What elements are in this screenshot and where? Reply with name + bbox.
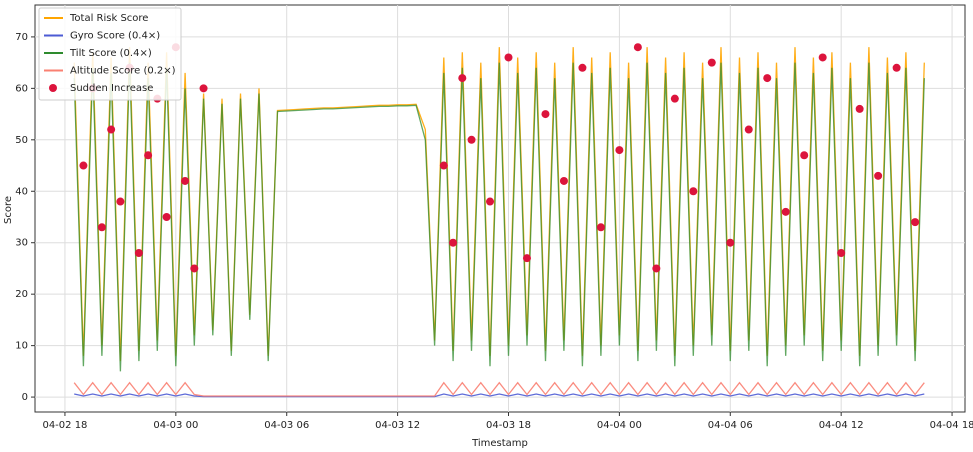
- scatter-point: [837, 249, 846, 258]
- scatter-point: [559, 176, 568, 185]
- x-axis-label: Timestamp: [471, 438, 528, 449]
- x-tick-label: 04-04 00: [597, 420, 642, 431]
- x-tick-label: 04-04 06: [708, 420, 753, 431]
- legend-label: Total Risk Score: [69, 13, 148, 24]
- scatter-point: [439, 161, 448, 170]
- scatter-point: [190, 264, 199, 273]
- y-tick-label: 40: [15, 186, 28, 197]
- series-line: [73, 47, 925, 362]
- scatter-point: [116, 197, 125, 206]
- y-tick-label: 10: [15, 341, 28, 352]
- x-tick-label: 04-04 12: [819, 420, 864, 431]
- y-tick-label: 30: [15, 238, 28, 249]
- legend-label: Tilt Score (0.4×): [69, 48, 152, 59]
- x-tick-label: 04-04 18: [930, 420, 973, 431]
- scatter-point: [892, 63, 901, 72]
- scatter-point: [726, 238, 735, 247]
- legend-label: Sudden Increase: [70, 83, 153, 94]
- series-line: [73, 381, 925, 397]
- x-tick-label: 04-03 18: [486, 420, 531, 431]
- scatter-point: [107, 125, 116, 134]
- scatter-point: [596, 223, 605, 232]
- scatter-point: [818, 53, 827, 62]
- scatter-point: [652, 264, 661, 273]
- scatter-point: [744, 125, 753, 134]
- scatter-point: [79, 161, 88, 170]
- y-tick-label: 0: [22, 392, 28, 403]
- legend-label: Gyro Score (0.4×): [70, 31, 160, 42]
- scatter-point: [800, 151, 809, 160]
- scatter-point: [763, 74, 772, 83]
- legend: Total Risk Score Gyro Score (0.4×) Tilt Sc…: [38, 7, 182, 101]
- scatter-point: [874, 171, 883, 180]
- scatter-point: [449, 238, 458, 247]
- scatter-point: [504, 53, 513, 62]
- scatter-point: [486, 197, 495, 206]
- scatter-point: [181, 176, 190, 185]
- legend-label: Altitude Score (0.2×): [70, 66, 176, 77]
- scatter-point: [855, 104, 864, 113]
- scatter-point: [670, 94, 679, 103]
- plot-frame: [34, 4, 966, 413]
- x-tick-label: 04-03 06: [264, 420, 309, 431]
- scatter-point: [97, 223, 106, 232]
- series-line: [73, 62, 925, 372]
- legend-marker: [49, 84, 57, 92]
- scatter-point: [689, 187, 698, 196]
- x-tick-label: 04-02 18: [42, 420, 87, 431]
- scatter-point: [199, 84, 208, 93]
- x-tick-label: 04-03 12: [375, 420, 420, 431]
- legend-box: [38, 7, 182, 101]
- x-tick-label: 04-03 00: [153, 420, 198, 431]
- scatter-point: [615, 146, 624, 155]
- y-tick-label: 70: [15, 32, 28, 43]
- scatter-point: [781, 207, 790, 216]
- scatter-point: [144, 151, 153, 160]
- scatter-point: [578, 63, 587, 72]
- y-axis-label: Score: [3, 196, 14, 224]
- scatter-point: [467, 135, 476, 144]
- ticks: 0 10 20 30 40 50 60 70 04-02 18 04-03 00 04-03 06 0…: [15, 32, 973, 431]
- scatter-point: [633, 43, 642, 52]
- y-tick-label: 60: [15, 83, 28, 94]
- scatter-point: [541, 110, 550, 119]
- scatter-point: [458, 74, 467, 83]
- scatter-point: [522, 254, 531, 263]
- y-tick-label: 20: [15, 289, 28, 300]
- scatter-point: [134, 249, 143, 258]
- scatter-point: [162, 212, 171, 221]
- scatter-point: [911, 218, 920, 227]
- y-tick-label: 50: [15, 135, 28, 146]
- scatter-point: [707, 58, 716, 67]
